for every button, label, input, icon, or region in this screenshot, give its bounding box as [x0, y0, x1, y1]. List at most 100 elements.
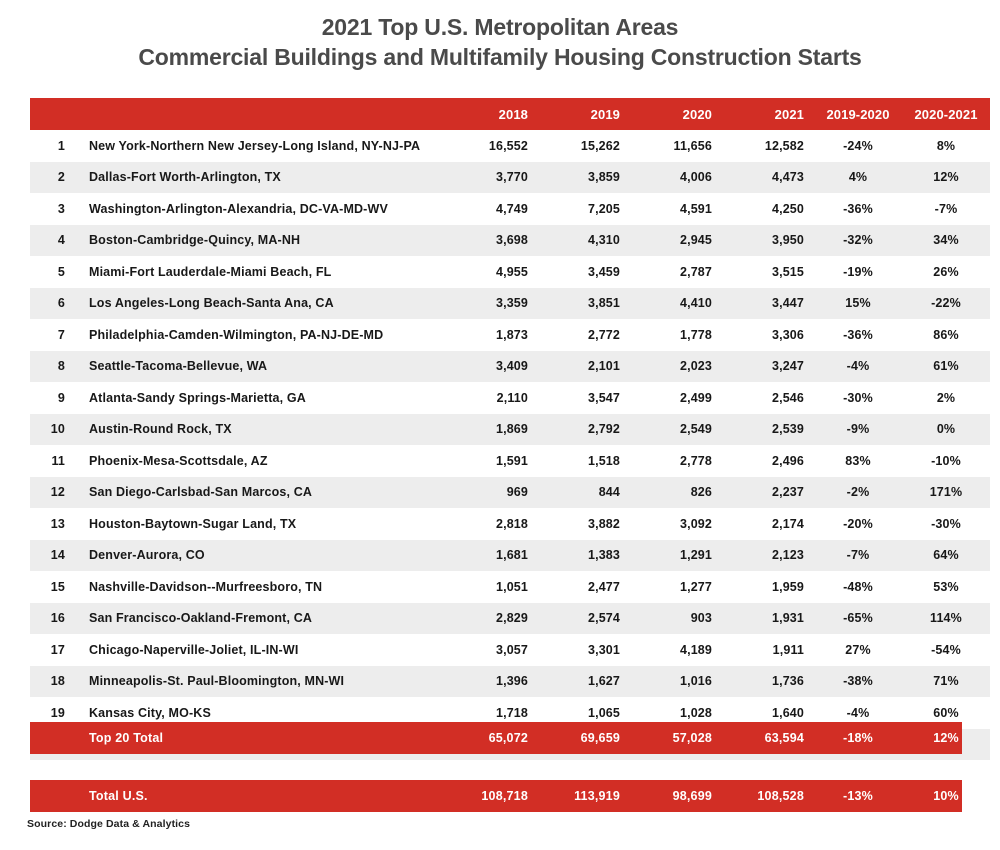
value-2020: 4,189 — [679, 642, 712, 657]
value-2018: 3,770 — [495, 170, 528, 185]
header-2019[interactable]: 2019 — [538, 98, 630, 130]
page-title: 2021 Top U.S. Metropolitan Areas Commerc… — [0, 0, 1000, 73]
change-2020-2021: 53% — [933, 579, 959, 594]
header-metro-name — [76, 98, 446, 130]
value-2019: 1,627 — [587, 674, 620, 689]
top-20-total-2018: 65,072 — [488, 731, 529, 745]
table-row[interactable]: 1 New York-Northern New Jersey-Long Islan… — [30, 130, 990, 162]
table-row[interactable]: 14 Denver-Aurora, CO 1,681 1,383 1,291 2,123 -… — [30, 539, 990, 571]
value-2018: 3,698 — [495, 233, 528, 248]
table-row[interactable]: 8 Seattle-Tacoma-Bellevue, WA 3,409 2,101 2,… — [30, 350, 990, 382]
table-row[interactable]: 10 Austin-Round Rock, TX 1,869 2,792 2,549 2,… — [30, 413, 990, 445]
header-change-2019-2020[interactable]: 2019-2020 — [814, 98, 902, 130]
table-row[interactable]: 7 Philadelphia-Camden-Wilmington, PA-NJ-D… — [30, 319, 990, 351]
change-2019-2020: -30% — [843, 390, 873, 405]
value-2020: 2,023 — [679, 359, 712, 374]
metro-name: Minneapolis-St. Paul-Bloomington, MN-WI — [89, 674, 345, 689]
metro-name: Washington-Arlington-Alexandria, DC-VA-M… — [89, 201, 388, 216]
change-2019-2020: -19% — [843, 264, 873, 279]
change-2020-2021: 12% — [933, 170, 959, 185]
change-2019-2020: -4% — [846, 705, 870, 720]
header-2021[interactable]: 2021 — [722, 98, 814, 130]
table-row[interactable]: 6 Los Angeles-Long Beach-Santa Ana, CA 3,3… — [30, 287, 990, 319]
header-2020[interactable]: 2020 — [630, 98, 722, 130]
metro-name: Phoenix-Mesa-Scottsdale, AZ — [89, 453, 268, 468]
header-change-2020-2021[interactable]: 2020-2021 — [902, 98, 990, 130]
total-us-label: Total U.S. — [89, 789, 148, 803]
value-2018: 2,110 — [496, 390, 528, 405]
table-row[interactable]: 2 Dallas-Fort Worth-Arlington, TX 3,770 3,8… — [30, 161, 990, 193]
header-rank — [30, 98, 76, 130]
value-2020: 2,778 — [679, 453, 712, 468]
change-2020-2021: 71% — [933, 674, 959, 689]
top-20-total-2020: 57,028 — [672, 731, 713, 745]
value-2020: 1,778 — [679, 327, 712, 342]
top-20-total-row: Top 20 Total 65,072 69,659 57,028 63,594… — [30, 722, 990, 754]
value-2018: 4,955 — [495, 264, 528, 279]
value-2019: 3,301 — [587, 642, 620, 657]
change-2020-2021: -7% — [934, 201, 958, 216]
total-us-change-2019-2020: -13% — [843, 789, 873, 803]
table-row[interactable]: 12 San Diego-Carlsbad-San Marcos, CA 969 84… — [30, 476, 990, 508]
value-2020: 1,028 — [679, 705, 712, 720]
table-row[interactable]: 18 Minneapolis-St. Paul-Bloomington, MN-W… — [30, 665, 990, 697]
value-2018: 1,718 — [495, 705, 528, 720]
metro-name: New York-Northern New Jersey-Long Island… — [89, 138, 421, 153]
metro-name: Chicago-Naperville-Joliet, IL-IN-WI — [89, 642, 299, 657]
value-2020: 4,410 — [679, 296, 712, 311]
value-2021: 2,496 — [771, 453, 804, 468]
value-2018: 1,873 — [495, 327, 528, 342]
value-2021: 2,539 — [771, 422, 804, 437]
title-line-1: 2021 Top U.S. Metropolitan Areas — [321, 14, 679, 40]
value-2021: 3,515 — [771, 264, 804, 279]
rank: 13 — [50, 516, 65, 531]
table-row[interactable]: 5 Miami-Fort Lauderdale-Miami Beach, FL 4,… — [30, 256, 990, 288]
metro-name: Dallas-Fort Worth-Arlington, TX — [89, 170, 281, 185]
change-2020-2021: 26% — [933, 264, 959, 279]
metro-name: Houston-Baytown-Sugar Land, TX — [89, 516, 297, 531]
rank: 6 — [57, 296, 65, 311]
value-2020: 2,499 — [679, 390, 712, 405]
change-2019-2020: -4% — [846, 359, 870, 374]
change-2019-2020: -20% — [843, 516, 873, 531]
value-2018: 969 — [506, 485, 528, 500]
value-2019: 4,310 — [587, 233, 620, 248]
metro-name: Miami-Fort Lauderdale-Miami Beach, FL — [89, 264, 332, 279]
header-2018[interactable]: 2018 — [446, 98, 538, 130]
change-2019-2020: -24% — [843, 138, 873, 153]
metro-name: Austin-Round Rock, TX — [89, 422, 232, 437]
value-2020: 903 — [690, 611, 712, 626]
value-2021: 3,247 — [771, 359, 804, 374]
change-2020-2021: -10% — [931, 453, 961, 468]
metro-name: Nashville-Davidson--Murfreesboro, TN — [89, 579, 323, 594]
rank: 18 — [50, 674, 65, 689]
value-2021: 12,582 — [764, 138, 804, 153]
table-row[interactable]: 3 Washington-Arlington-Alexandria, DC-VA-… — [30, 193, 990, 225]
metro-name: San Francisco-Oakland-Fremont, CA — [89, 611, 313, 626]
value-2021: 4,250 — [771, 201, 804, 216]
change-2019-2020: -9% — [846, 422, 870, 437]
change-2020-2021: 0% — [936, 422, 956, 437]
change-2020-2021: -54% — [931, 642, 961, 657]
table-row[interactable]: 15 Nashville-Davidson--Murfreesboro, TN 1,… — [30, 571, 990, 603]
rank: 15 — [50, 579, 65, 594]
table-row[interactable]: 11 Phoenix-Mesa-Scottsdale, AZ 1,591 1,518 2… — [30, 445, 990, 477]
top-20-total-2021: 63,594 — [764, 731, 805, 745]
value-2021: 1,959 — [771, 579, 804, 594]
change-2020-2021: -30% — [931, 516, 961, 531]
table-row[interactable]: 13 Houston-Baytown-Sugar Land, TX 2,818 3,8… — [30, 508, 990, 540]
rank: 5 — [57, 264, 65, 279]
change-2019-2020: -65% — [843, 611, 873, 626]
table-row[interactable]: 17 Chicago-Naperville-Joliet, IL-IN-WI 3,0… — [30, 634, 990, 666]
table-header: 2018 2019 2020 2021 2019-2020 2020-2021 — [30, 98, 990, 130]
rank: 11 — [51, 453, 65, 468]
table-row[interactable]: 9 Atlanta-Sandy Springs-Marietta, GA 2,110… — [30, 382, 990, 414]
rank: 1 — [57, 138, 65, 153]
change-2020-2021: 8% — [936, 138, 956, 153]
value-2020: 826 — [690, 485, 712, 500]
table-row[interactable]: 16 San Francisco-Oakland-Fremont, CA 2,829… — [30, 602, 990, 634]
total-us-2019: 113,919 — [574, 789, 620, 803]
value-2018: 3,057 — [495, 642, 528, 657]
table-row[interactable]: 4 Boston-Cambridge-Quincy, MA-NH 3,698 4,31… — [30, 224, 990, 256]
